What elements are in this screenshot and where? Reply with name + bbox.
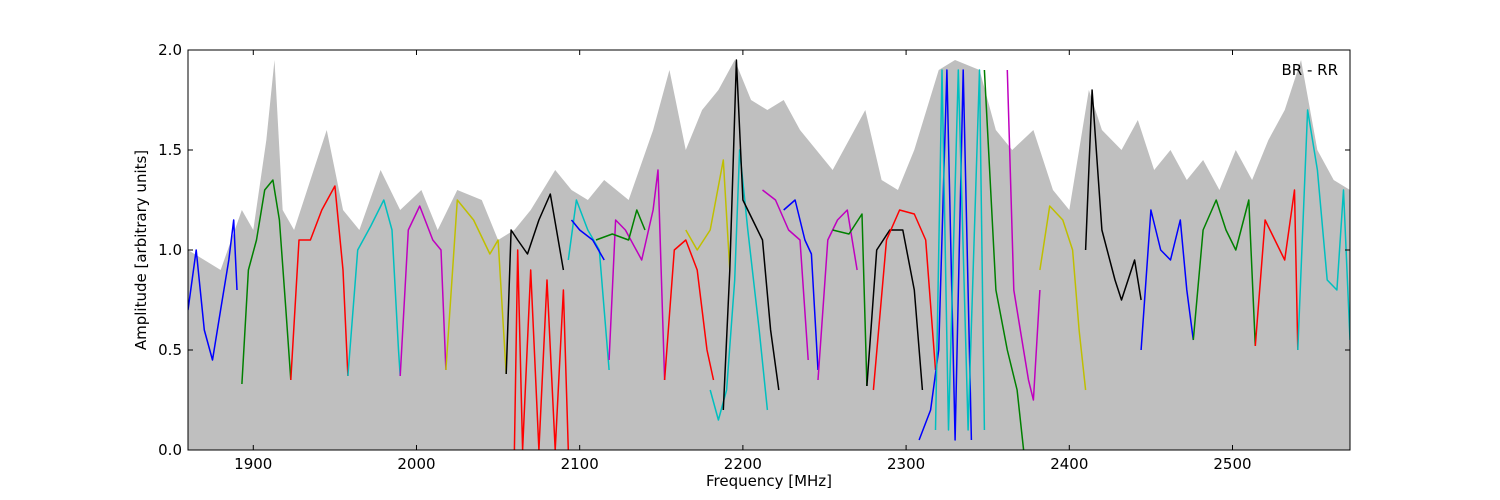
x-tick-label: 1900 — [234, 455, 272, 473]
series-line-7 — [513, 249, 570, 450]
series-line-14 — [709, 149, 769, 421]
series-line-28 — [1140, 209, 1195, 351]
y-tick-label: 0.0 — [158, 441, 182, 459]
series-line-3 — [347, 199, 401, 377]
series-line-17 — [783, 199, 819, 371]
x-tick-label: 2500 — [1213, 455, 1251, 473]
series-line-18 — [817, 209, 858, 381]
x-tick-label: 2400 — [1050, 455, 1088, 473]
series-line-15 — [722, 59, 780, 411]
series-line-10 — [608, 169, 666, 381]
envelope-band — [188, 60, 1350, 450]
series-line-21 — [872, 209, 937, 391]
y-tick-label: 0.5 — [158, 341, 182, 359]
series-line-4 — [399, 205, 447, 377]
series-line-23 — [934, 69, 986, 431]
chart-annotation: BR - RR — [1281, 61, 1338, 79]
x-tick-label: 2000 — [397, 455, 435, 473]
series-line-6 — [505, 193, 565, 375]
series-line-31 — [1297, 109, 1350, 351]
ticks: 1900 2000 2100 2200 2300 2400 2500 0.0 0.5 1.0 1.5… — [158, 41, 1350, 473]
series-line-1 — [241, 179, 292, 385]
series-line-16 — [762, 189, 809, 361]
series-line-2 — [290, 185, 349, 381]
series-line-12 — [663, 239, 715, 381]
y-axis-label: Amplitude [arbitrary units] — [132, 150, 150, 350]
series-line-30 — [1254, 189, 1299, 351]
y-tick-label: 1.0 — [158, 241, 182, 259]
series-line-24 — [983, 69, 1025, 450]
series-line-19 — [832, 213, 868, 387]
series-line-8 — [567, 199, 610, 371]
series-line-29 — [1192, 199, 1257, 347]
y-tick-label: 2.0 — [158, 41, 182, 59]
series-line-11 — [595, 209, 646, 241]
series-line-9 — [570, 219, 605, 261]
x-tick-label: 2200 — [724, 455, 762, 473]
series-line-26 — [1039, 205, 1087, 391]
series-line-20 — [866, 229, 924, 391]
series-line-0 — [188, 219, 238, 361]
series-line-22 — [918, 69, 973, 441]
series-group — [188, 59, 1350, 450]
series-line-13 — [685, 159, 731, 271]
series-line-27 — [1084, 89, 1142, 301]
x-axis-label: Frequency [MHz] — [706, 472, 832, 490]
series-line-5 — [445, 199, 507, 375]
series-line-25 — [1006, 69, 1041, 401]
x-tick-label: 2300 — [887, 455, 925, 473]
x-tick-label: 2100 — [561, 455, 599, 473]
background-envelope — [188, 60, 1350, 450]
y-tick-label: 1.5 — [158, 141, 182, 159]
